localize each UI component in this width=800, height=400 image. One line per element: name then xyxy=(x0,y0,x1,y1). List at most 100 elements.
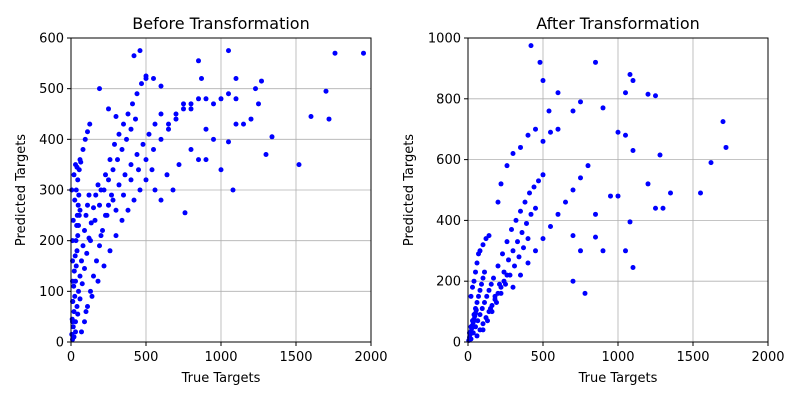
data-point xyxy=(109,192,114,198)
data-point xyxy=(173,116,179,122)
data-point xyxy=(233,96,239,102)
data-point xyxy=(660,205,666,211)
data-point xyxy=(158,111,164,117)
data-point xyxy=(536,178,541,184)
data-point xyxy=(509,227,514,233)
data-point xyxy=(80,243,86,249)
data-point xyxy=(131,53,137,59)
data-point xyxy=(497,281,502,287)
data-point xyxy=(263,152,269,158)
data-point xyxy=(140,141,146,147)
data-point xyxy=(77,273,83,279)
data-point xyxy=(630,147,636,153)
data-point xyxy=(498,290,504,296)
data-point xyxy=(525,260,531,266)
data-point xyxy=(473,269,478,275)
data-point xyxy=(100,228,105,234)
y-tick-label: 0 xyxy=(56,336,64,351)
data-point xyxy=(471,312,477,318)
data-point xyxy=(203,96,209,102)
grid xyxy=(70,37,372,343)
data-point xyxy=(74,164,80,170)
data-point xyxy=(181,106,186,112)
data-point xyxy=(79,258,84,264)
data-point xyxy=(188,101,194,107)
data-point xyxy=(627,71,633,77)
data-point xyxy=(516,254,522,260)
data-point xyxy=(113,207,119,213)
x-tick-label: 1000 xyxy=(204,350,237,365)
data-point xyxy=(253,86,258,92)
data-point xyxy=(470,318,475,324)
data-point xyxy=(199,76,204,82)
data-point xyxy=(196,157,201,163)
y-tick-label: 800 xyxy=(436,92,461,107)
y-tick-label: 200 xyxy=(39,234,64,249)
data-point xyxy=(97,86,102,92)
data-point xyxy=(480,321,486,327)
data-point xyxy=(107,157,113,163)
data-point xyxy=(241,121,246,127)
data-point xyxy=(158,136,164,142)
data-point xyxy=(540,138,546,144)
data-point xyxy=(70,217,76,223)
data-point xyxy=(82,319,87,325)
data-point xyxy=(75,311,81,317)
x-axis-label: True Targets xyxy=(181,371,261,386)
data-point xyxy=(136,167,141,173)
data-point xyxy=(128,162,134,168)
data-point xyxy=(468,324,474,330)
data-point xyxy=(555,211,561,217)
y-tick-label: 200 xyxy=(436,275,461,290)
data-point xyxy=(164,172,170,178)
data-point xyxy=(546,108,552,114)
data-point xyxy=(698,190,703,196)
data-point xyxy=(131,197,137,203)
data-point xyxy=(507,272,513,278)
y-axis-ticks: 0 100 200 300 400 500 600 xyxy=(39,32,71,351)
data-point xyxy=(137,187,143,193)
data-point xyxy=(128,177,134,183)
data-point xyxy=(470,284,475,290)
x-tick-label: 0 xyxy=(67,350,75,365)
data-point xyxy=(93,192,99,198)
data-point xyxy=(657,152,663,158)
x-tick-label: 1500 xyxy=(676,350,709,365)
data-point xyxy=(73,263,79,269)
data-point xyxy=(468,293,474,299)
data-point xyxy=(85,202,90,208)
data-point xyxy=(470,330,476,336)
data-point xyxy=(480,242,486,248)
data-point xyxy=(495,263,501,269)
data-point xyxy=(170,187,176,193)
data-point xyxy=(259,78,264,84)
data-point xyxy=(512,263,517,269)
data-point xyxy=(88,220,94,226)
data-point xyxy=(501,269,507,275)
data-point xyxy=(134,91,140,97)
data-point xyxy=(98,187,104,193)
data-point xyxy=(139,81,144,87)
data-point xyxy=(125,111,131,117)
data-point xyxy=(72,253,78,259)
data-point xyxy=(80,146,86,152)
data-point xyxy=(226,48,231,54)
chart-after-transformation: 0 500 1000 1500 2000 0 200 400 600 800 1000 After… xyxy=(402,14,785,386)
data-point xyxy=(203,126,209,132)
data-point xyxy=(494,299,499,305)
data-point xyxy=(498,181,504,187)
data-point xyxy=(104,212,110,218)
x-tick-label: 1500 xyxy=(279,350,312,365)
x-axis-ticks: 0 500 1000 1500 2000 xyxy=(464,342,785,365)
data-point xyxy=(124,136,129,142)
y-tick-label: 1000 xyxy=(428,32,461,47)
data-point xyxy=(477,312,483,318)
data-point xyxy=(74,212,80,218)
data-point xyxy=(196,96,201,102)
data-point xyxy=(133,116,138,122)
data-point xyxy=(533,248,538,254)
data-point xyxy=(332,50,338,56)
data-point xyxy=(82,266,87,272)
data-point xyxy=(79,329,84,335)
